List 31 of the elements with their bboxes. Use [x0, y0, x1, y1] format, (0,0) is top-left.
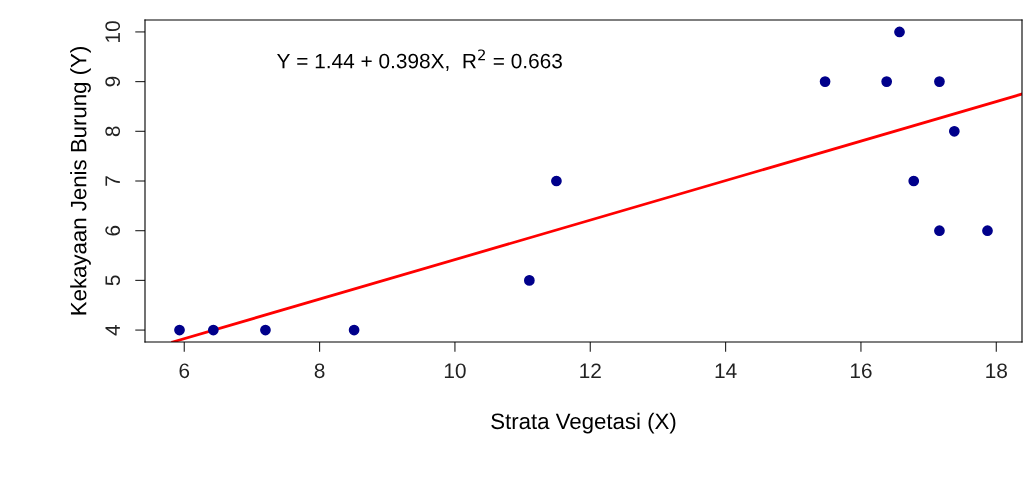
- point: [819, 76, 831, 87]
- x-tick-label: 14: [715, 363, 737, 378]
- point: [894, 26, 905, 38]
- annotation: Y = 1.44 + 0.398X, R$^{2}$ = 0.663: [277, 49, 562, 71]
- point: [260, 324, 271, 336]
- x-tick-label: 6: [179, 363, 190, 379]
- point: [982, 225, 993, 237]
- x-tick-label: 18: [986, 363, 1007, 379]
- y-axis-title: Kekayaan Jenis Burung (Y): [70, 47, 91, 315]
- point: [948, 125, 960, 137]
- point: [881, 76, 893, 87]
- point: [908, 175, 920, 187]
- y-tick-label: 7: [105, 176, 120, 186]
- x-tick-label: 16: [850, 363, 872, 379]
- y-tick-label: 6: [105, 225, 121, 236]
- x-axis-title: Strata Vegetasi (X): [491, 412, 676, 434]
- point: [348, 324, 360, 336]
- y-tick-label: 10: [105, 21, 121, 42]
- x-tick-label: 8: [314, 363, 325, 379]
- point: [551, 175, 562, 187]
- point: [524, 275, 535, 286]
- x-tick-label: 10: [444, 363, 466, 379]
- point: [207, 324, 219, 336]
- y-tick-label: 9: [105, 76, 121, 87]
- x-tick-label: 12: [580, 363, 601, 378]
- y-tick-label: 5: [105, 275, 121, 286]
- y-tick-label: 8: [105, 126, 121, 137]
- point: [934, 225, 945, 237]
- point: [934, 76, 945, 87]
- point: [174, 324, 185, 336]
- y-tick-label: 4: [105, 324, 120, 336]
